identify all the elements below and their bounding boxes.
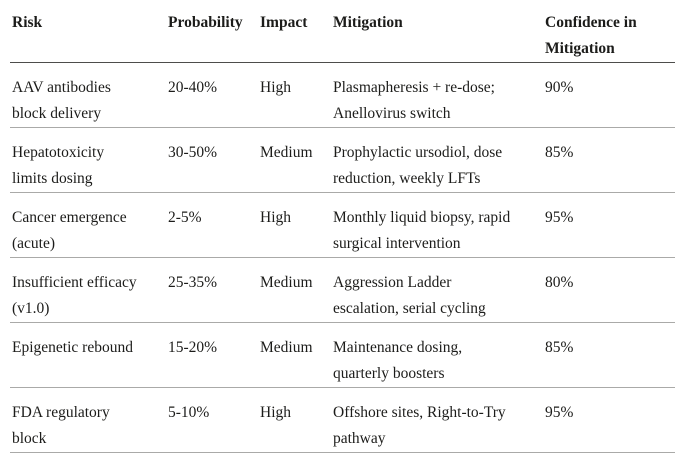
impact-cell: High bbox=[258, 192, 331, 258]
header-row: Risk Probability Impact Mitigation Confidenc… bbox=[10, 8, 675, 63]
risk-cell: AAV antibodies block delivery bbox=[10, 62, 166, 128]
probability-cell: 30-50% bbox=[166, 127, 258, 193]
mitigation-cell: Aggression Ladder escalation, serial cyc… bbox=[331, 257, 543, 323]
confidence-cell: 95% bbox=[543, 387, 675, 453]
probability-cell: 5-10% bbox=[166, 387, 258, 453]
column-header: Mitigation bbox=[331, 8, 543, 63]
mitigation-cell: Prophylactic ursodiol, dose reduction, w… bbox=[331, 127, 543, 193]
impact-cell: High bbox=[258, 62, 331, 128]
risk-cell: Insufficient efficacy (v1.0) bbox=[10, 257, 166, 323]
column-header: Impact bbox=[258, 8, 331, 63]
risk-mitigation-table: Risk Probability Impact Mitigation Confidenc… bbox=[10, 8, 675, 453]
mitigation-cell: Maintenance dosing, quarterly boosters bbox=[331, 322, 543, 388]
risk-mitigation-page: Risk Probability Impact Mitigation Confidenc… bbox=[0, 8, 682, 462]
column-header: Confidence in Mitigation bbox=[543, 8, 675, 63]
mitigation-cell: Monthly liquid biopsy, rapid surgical in… bbox=[331, 192, 543, 258]
table-row: Cancer emergence (acute) 2-5% High Monthly … bbox=[10, 192, 675, 258]
table-row: FDA regulatory block 5-10% High Offshore si… bbox=[10, 387, 675, 453]
impact-cell: High bbox=[258, 387, 331, 453]
mitigation-cell: Plasmapheresis + re-dose; Anellovirus sw… bbox=[331, 62, 543, 128]
impact-cell: Medium bbox=[258, 127, 331, 193]
risk-cell: Hepatotoxicity limits dosing bbox=[10, 127, 166, 193]
impact-cell: Medium bbox=[258, 322, 331, 388]
probability-cell: 15-20% bbox=[166, 322, 258, 388]
mitigation-cell: Offshore sites, Right-to-Try pathway bbox=[331, 387, 543, 453]
column-header: Risk bbox=[10, 8, 166, 63]
risk-cell: FDA regulatory block bbox=[10, 387, 166, 453]
column-header: Probability bbox=[166, 8, 258, 63]
table-row: Epigenetic rebound 15-20% Medium Maintenanc… bbox=[10, 322, 675, 388]
probability-cell: 25-35% bbox=[166, 257, 258, 323]
confidence-cell: 85% bbox=[543, 322, 675, 388]
risk-cell: Epigenetic rebound bbox=[10, 322, 166, 388]
confidence-cell: 80% bbox=[543, 257, 675, 323]
confidence-cell: 90% bbox=[543, 62, 675, 128]
probability-cell: 2-5% bbox=[166, 192, 258, 258]
table-row: Hepatotoxicity limits dosing 30-50% Medium… bbox=[10, 127, 675, 193]
risk-cell: Cancer emergence (acute) bbox=[10, 192, 166, 258]
impact-cell: Medium bbox=[258, 257, 331, 323]
confidence-cell: 95% bbox=[543, 192, 675, 258]
confidence-cell: 85% bbox=[543, 127, 675, 193]
table-row: Insufficient efficacy (v1.0) 25-35% Medium… bbox=[10, 257, 675, 323]
table-row: AAV antibodies block delivery 20-40% High P… bbox=[10, 62, 675, 128]
table-body: AAV antibodies block delivery 20-40% High P… bbox=[10, 62, 675, 453]
probability-cell: 20-40% bbox=[166, 62, 258, 128]
